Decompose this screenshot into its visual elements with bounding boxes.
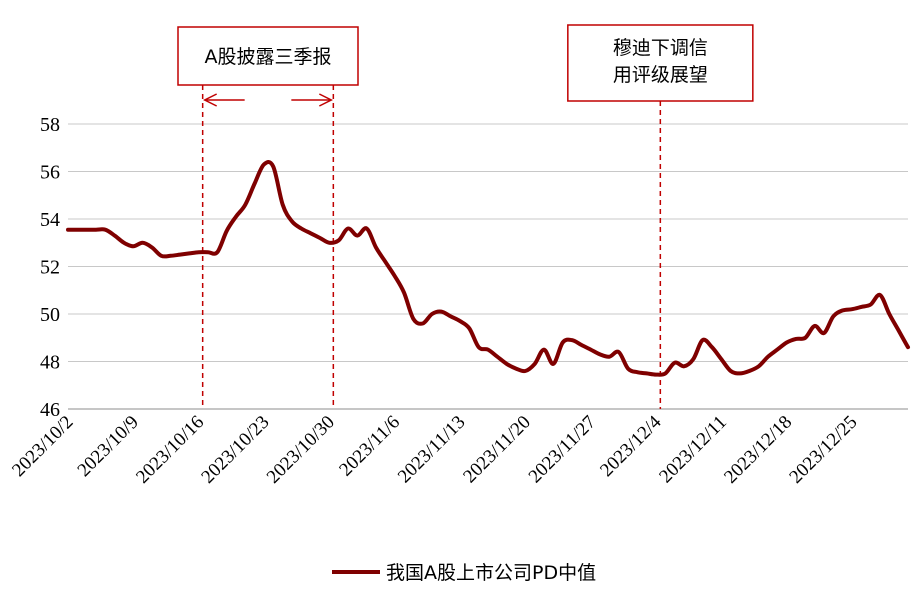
range-annotation-label: A股披露三季报 [205, 46, 332, 68]
y-tick-label: 50 [40, 304, 60, 326]
x-tick-label: 2023/11/20 [459, 412, 535, 488]
x-tick-label: 2023/12/11 [655, 412, 731, 488]
x-tick-label: 2023/10/30 [263, 412, 339, 488]
annotations: A股披露三季报 穆迪下调信用评级展望 [177, 24, 754, 409]
gridlines [68, 123, 908, 410]
legend-label: 我国A股上市公司PD中值 [386, 562, 596, 584]
event-annotation-line: 穆迪下调信 [613, 37, 708, 59]
event-annotation-label: 穆迪下调信用评级展望 [613, 37, 708, 86]
y-tick-label: 56 [40, 162, 60, 184]
y-tick-label: 58 [40, 114, 60, 136]
x-tick-label: 2023/12/18 [720, 412, 796, 488]
series-lines [66, 160, 910, 377]
y-tick-label: 46 [40, 399, 60, 421]
x-tick-label: 2023/11/27 [525, 412, 601, 488]
x-tick-label: 2023/11/6 [335, 412, 404, 481]
range-arrow-left-head [202, 93, 218, 107]
x-tick-label: 2023/12/4 [596, 411, 666, 481]
y-tick-label: 52 [40, 257, 60, 279]
x-tick-label: 2023/11/13 [394, 412, 470, 488]
x-tick-label: 2023/10/2 [8, 412, 77, 481]
x-tick-label: 2023/10/23 [197, 412, 273, 488]
x-tick-label: 2023/10/9 [74, 412, 143, 481]
range-arrow-right-head [318, 93, 334, 107]
x-tick-label: 2023/12/25 [785, 412, 861, 488]
x-tick-labels: 2023/10/22023/10/92023/10/162023/10/2320… [8, 411, 861, 487]
y-tick-labels: 46 48 50 52 54 56 58 [40, 114, 60, 421]
event-annotation-line: 用评级展望 [613, 64, 708, 86]
legend: 我国A股上市公司PD中值 [332, 562, 596, 584]
series-line-pd-median [66, 160, 910, 377]
y-tick-label: 54 [40, 209, 60, 231]
y-tick-label: 48 [40, 352, 60, 374]
range-annotation-box [177, 26, 359, 86]
event-annotation-box [567, 24, 754, 102]
x-tick-label: 2023/10/16 [132, 412, 208, 488]
